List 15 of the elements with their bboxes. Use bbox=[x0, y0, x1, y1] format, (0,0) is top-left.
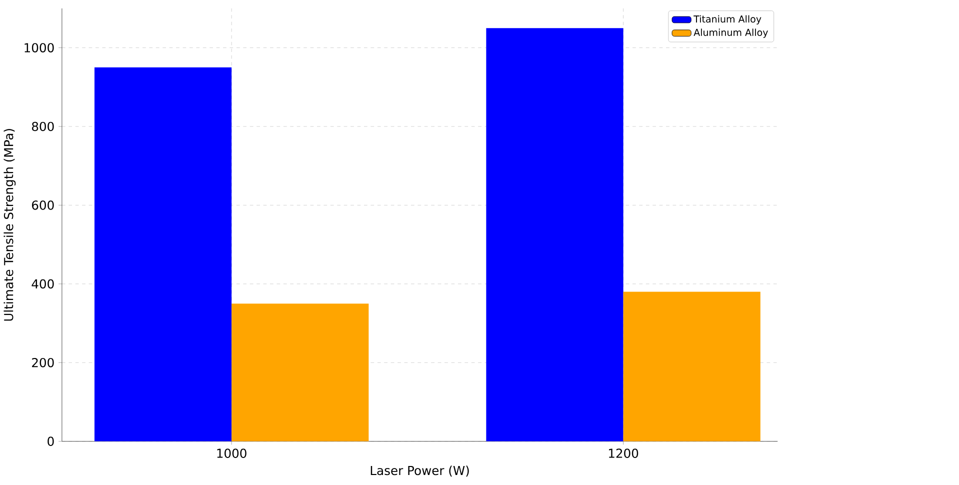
y-tick-label: 0 bbox=[48, 436, 54, 446]
bar bbox=[486, 28, 624, 442]
bar bbox=[623, 292, 760, 442]
x-tick-label: 1200 bbox=[608, 448, 638, 458]
legend-label: Aluminum Alloy bbox=[694, 28, 768, 38]
y-axis-title: Ultimate Tensile Strength (MPa) bbox=[4, 129, 16, 321]
y-tick-label: 200 bbox=[32, 358, 54, 368]
y-tick-label: 1000 bbox=[24, 43, 54, 52]
bar bbox=[232, 304, 369, 442]
y-tick-label: 400 bbox=[32, 279, 54, 289]
x-axis-title: Laser Power (W) bbox=[370, 466, 469, 477]
bar bbox=[94, 67, 232, 442]
legend-label: Titanium Alloy bbox=[694, 15, 762, 24]
y-tick-label: 600 bbox=[32, 200, 54, 210]
y-tick-label: 800 bbox=[32, 122, 54, 132]
